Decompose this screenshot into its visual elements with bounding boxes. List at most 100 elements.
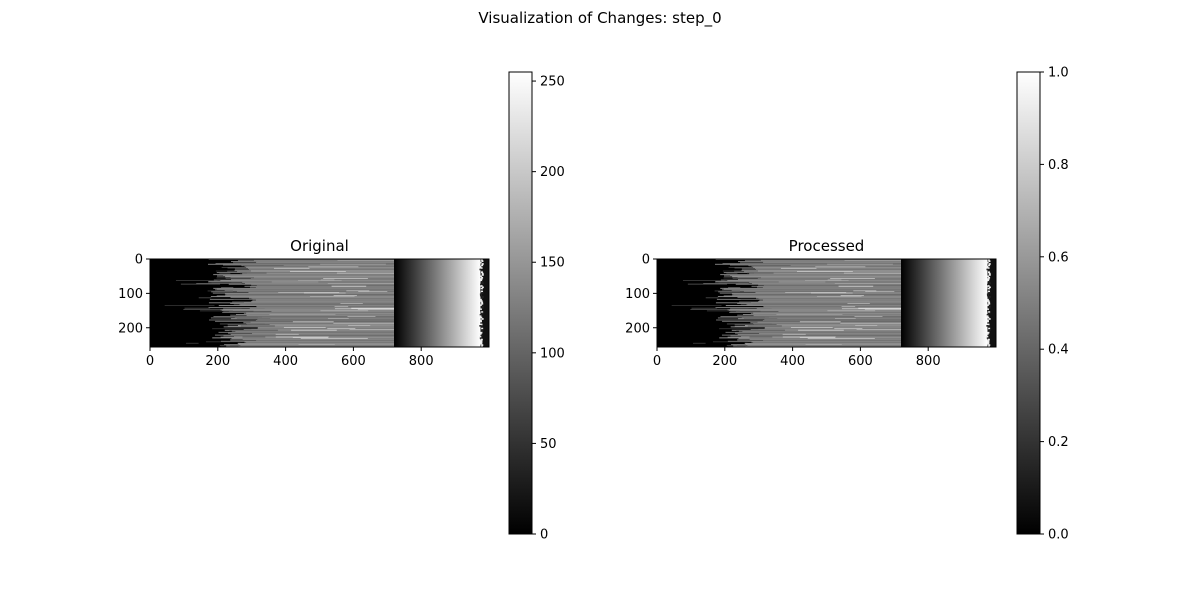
image-streak [815, 266, 866, 268]
image-edge-jag [987, 316, 990, 319]
image-row-band [741, 270, 902, 271]
image-streak [291, 329, 337, 331]
image-row-band [228, 283, 395, 285]
image-streak [275, 336, 329, 338]
image-row-band [759, 300, 902, 302]
image-streak [233, 298, 253, 300]
image-streak [358, 291, 388, 292]
image-streak [741, 316, 769, 318]
colorbar-tick-label: 150 [540, 256, 565, 271]
image-row-band [230, 314, 395, 316]
image-edge-jag [987, 278, 990, 280]
image-row-band [256, 306, 395, 308]
image-streak [798, 329, 844, 331]
image-edge-jag [988, 263, 991, 265]
image-row-band [744, 325, 902, 326]
image-row-band [749, 273, 902, 275]
image-row-band [723, 295, 902, 297]
image-streak [785, 292, 847, 293]
image-edge-jag [481, 282, 484, 285]
image-streak [693, 342, 706, 344]
image-row-band [753, 323, 902, 325]
image-streak [782, 333, 806, 335]
image-edge-jag [986, 320, 989, 323]
image-row-band [244, 265, 395, 267]
image-streak [227, 324, 270, 325]
image-streak [337, 260, 395, 262]
image-edge-jag [481, 305, 484, 308]
image-edge-jag [479, 298, 482, 301]
image-edge-jag [481, 345, 484, 348]
image-row-band [764, 327, 902, 329]
image-row-band [751, 283, 902, 285]
image-row-band [244, 341, 395, 343]
image-streak [834, 328, 863, 330]
image-row-band [242, 338, 395, 340]
image-streak [858, 307, 902, 309]
image-edge-jag [987, 322, 990, 324]
image-row-band [729, 311, 902, 313]
image-row-band [209, 298, 395, 300]
image-edge-jag [988, 282, 991, 285]
image-row-band [746, 304, 902, 306]
image-row-band [216, 272, 395, 274]
image-edge-jag [988, 286, 991, 289]
image-row-band [758, 298, 902, 300]
image-row-band [257, 318, 395, 320]
image-edge-jag [987, 267, 990, 269]
image-streak [289, 271, 346, 273]
image-streak [271, 281, 319, 283]
image-row-band [231, 330, 395, 332]
image-row-band [230, 276, 395, 278]
image-streak [810, 292, 853, 294]
image-row-band [207, 263, 395, 265]
image-streak [240, 325, 275, 327]
image-streak [184, 307, 211, 309]
image-edge-jag [988, 305, 991, 308]
image-edge-jag [987, 341, 990, 344]
image-row-band [215, 263, 395, 265]
image-row-band [763, 285, 902, 287]
image-row-band [247, 272, 395, 274]
y-tick-label: 0 [642, 253, 650, 268]
image-streak [778, 281, 826, 283]
image-streak [320, 279, 335, 281]
image-row-band [754, 272, 902, 274]
image-edge-jag [481, 311, 484, 313]
image-row-band [210, 317, 395, 319]
image-edge-jag [986, 298, 989, 301]
panel-original: Original 0 200 400 600 800 0 100 200 0 50 100 150 200… [118, 71, 565, 543]
image-edge-jag [987, 342, 990, 345]
image-row-band [730, 274, 902, 276]
image-streak [242, 265, 284, 266]
image-row-band [231, 261, 395, 263]
image-streak [827, 263, 893, 265]
image-edge-jag [988, 303, 991, 305]
image-streak [327, 328, 356, 330]
image-row-band [256, 305, 395, 307]
image-streak [221, 267, 247, 268]
image-streak [705, 297, 719, 299]
image-streak [796, 271, 853, 273]
image-streak [241, 308, 265, 310]
image-streak [357, 309, 395, 310]
image-streak [776, 314, 843, 315]
image-streak [323, 278, 368, 279]
image-edge-jag [986, 261, 989, 264]
image-streak [327, 318, 349, 319]
image-edge-jag [987, 323, 990, 326]
image-row-band [751, 285, 902, 287]
image-row-band [732, 276, 902, 278]
image-row-band [249, 307, 395, 309]
image-edge-jag [988, 312, 991, 315]
image-streak [714, 290, 740, 292]
image-streak [196, 283, 242, 284]
image-streak [216, 277, 254, 279]
image-streak [706, 310, 740, 312]
image-row-band [247, 267, 395, 269]
image-row-band [213, 316, 395, 318]
image-row-band [748, 265, 902, 267]
colorbar-tick-label: 0.2 [1048, 435, 1069, 450]
image-row-band [250, 278, 395, 280]
